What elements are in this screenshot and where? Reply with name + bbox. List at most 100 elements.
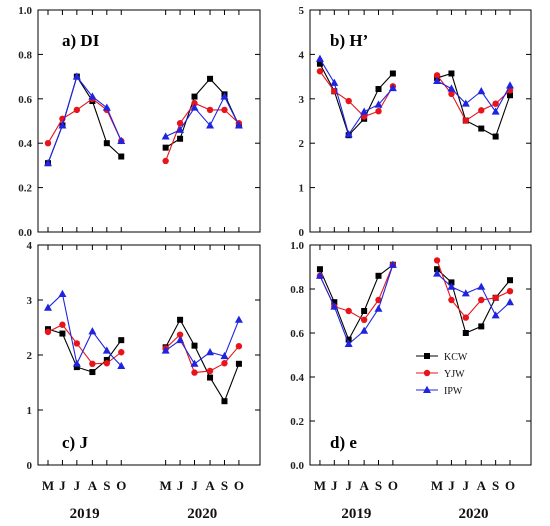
x-tick-label: M — [42, 478, 54, 493]
data-point — [176, 120, 184, 127]
x-tick-label: J — [191, 478, 198, 493]
series-ipw — [43, 289, 243, 369]
data-point — [118, 349, 125, 356]
plot-frame — [309, 9, 532, 233]
y-tick-label: 0.0 — [290, 460, 304, 472]
data-point — [447, 282, 456, 290]
data-point — [461, 289, 470, 297]
x-tick-label: J — [74, 478, 81, 493]
x-tick-label: O — [234, 478, 244, 493]
data-point — [478, 296, 485, 304]
data-point — [360, 107, 369, 115]
data-point — [374, 304, 383, 312]
x-tick-label: A — [205, 478, 215, 493]
data-point — [102, 103, 111, 111]
series-line — [165, 102, 240, 162]
y-tick-label: 3 — [27, 295, 33, 307]
data-point — [315, 54, 324, 62]
data-point — [461, 99, 470, 107]
series-line — [165, 333, 240, 374]
data-point — [177, 316, 184, 323]
series-ipw — [43, 72, 243, 167]
series-line — [47, 98, 122, 144]
data-point — [58, 289, 67, 297]
data-point — [491, 107, 500, 115]
data-point — [220, 351, 229, 360]
plot-frame — [309, 244, 532, 466]
x-tick-label: J — [463, 478, 470, 493]
x-tick-label: S — [492, 478, 499, 493]
data-point — [462, 117, 470, 124]
data-point — [375, 108, 382, 115]
data-point — [88, 327, 97, 335]
data-point — [331, 299, 338, 306]
data-point — [161, 132, 170, 140]
data-point — [43, 303, 52, 311]
data-point — [478, 107, 485, 114]
data-point — [176, 335, 185, 344]
year-label: 2019 — [70, 506, 100, 522]
panel-1: 0.0 0.2 0.4 0.6 0.8 1.0 a) DI — [18, 5, 261, 239]
y-tick-label: 0 — [27, 460, 33, 472]
x-tick-label: S — [375, 478, 382, 493]
data-point — [447, 84, 456, 92]
data-point — [388, 260, 397, 268]
data-point — [388, 83, 397, 92]
legend-marker — [423, 385, 431, 393]
x-tick-label: O — [388, 478, 398, 493]
data-point — [207, 75, 214, 82]
legend-entry: IPW — [444, 386, 463, 397]
y-tick-label: 0.6 — [18, 94, 32, 106]
data-point — [360, 316, 368, 323]
data-point — [234, 121, 243, 129]
data-point — [44, 140, 52, 147]
data-point — [89, 360, 96, 367]
y-tick-label: 0 — [299, 227, 305, 239]
data-point — [491, 311, 500, 319]
data-point — [507, 92, 514, 99]
series-yjw — [316, 68, 514, 124]
data-point — [448, 296, 455, 304]
data-point — [433, 257, 441, 264]
data-point — [59, 330, 66, 337]
data-point — [72, 72, 81, 80]
data-point — [190, 103, 199, 111]
series-line — [436, 268, 511, 334]
y-tick-label: 0.2 — [18, 183, 32, 195]
y-tick-label: 3 — [299, 94, 305, 106]
data-point — [118, 337, 125, 344]
data-point — [506, 298, 515, 306]
data-point — [177, 135, 184, 142]
data-point — [221, 360, 228, 367]
data-point — [162, 144, 169, 151]
series-line — [319, 58, 394, 136]
series-yjw — [44, 321, 243, 376]
data-point — [44, 328, 52, 336]
data-point — [235, 360, 242, 367]
series-line — [319, 264, 394, 345]
data-point — [102, 346, 111, 354]
data-point — [375, 296, 382, 304]
data-point — [462, 314, 470, 321]
legend-marker — [424, 353, 430, 359]
legend: KCW YJW IPW — [414, 344, 476, 404]
series-line — [47, 75, 122, 164]
data-point — [316, 266, 323, 273]
series-yjw — [316, 257, 514, 323]
data-point — [316, 68, 324, 75]
y-tick-label: 1.0 — [290, 240, 304, 252]
data-point — [89, 369, 96, 376]
data-point — [434, 266, 441, 273]
data-point — [478, 125, 485, 132]
y-tick-label: 2 — [27, 350, 33, 362]
data-point — [345, 97, 352, 105]
data-point — [117, 361, 126, 369]
series-ipw — [315, 54, 515, 138]
year-label: 2020 — [459, 506, 489, 522]
data-point — [117, 136, 126, 144]
plot-frame — [37, 9, 261, 233]
data-point — [374, 100, 383, 108]
data-point — [507, 277, 514, 284]
x-tick-label: O — [116, 478, 126, 493]
